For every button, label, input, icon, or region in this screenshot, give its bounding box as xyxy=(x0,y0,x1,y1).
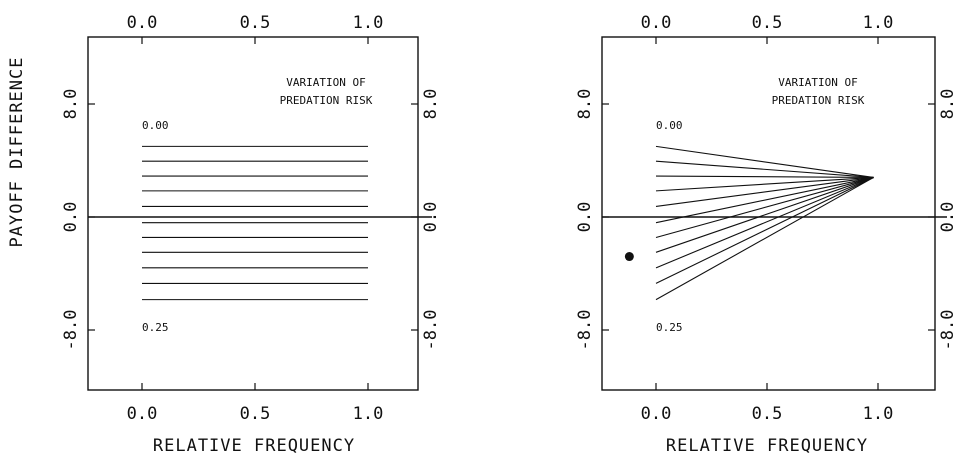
chart0-x-tick-label-bottom: 0.0 xyxy=(127,404,158,424)
chart-right: 0.0 0.0 0.5 0.5 1.0 1.0 8.0 8.0 0.0 0.0 -8.0 -8.0 VA… xyxy=(575,13,958,424)
chart-left: 0.00.00.50.51.01.08.0 8.00.0 0.0-8.0 -8.0VA… xyxy=(61,13,441,424)
chart1-annotation-bottom-label: 0.25 xyxy=(656,321,683,334)
chart0-x-tick-label-top: 1.0 xyxy=(353,13,384,33)
chart0-annotation-legend-title-2: PREDATION RISK xyxy=(280,94,373,107)
chart1-data-point-0 xyxy=(624,252,634,262)
chart1-x-tick-label-top: 0.0 xyxy=(641,13,672,33)
chart1-series-line-1 xyxy=(655,160,874,178)
chart1-plot-frame xyxy=(601,36,936,391)
chart1-series-line-7 xyxy=(655,176,874,253)
chart1-annotation-top-label: 0.00 xyxy=(656,119,683,132)
chart1-x-tick-label-bottom: 0.0 xyxy=(641,404,672,424)
chart0-annotation-top-label: 0.00 xyxy=(142,119,169,132)
chart1-x-tick-label-bottom: 1.0 xyxy=(863,404,894,424)
chart0-plot-frame xyxy=(87,36,419,391)
chart1-annotation-legend-title-2: PREDATION RISK xyxy=(772,94,865,107)
chart1-series-line-9 xyxy=(655,176,874,284)
chart1-series-line-10 xyxy=(655,176,874,301)
chart0-x-tick-label-top: 0.0 xyxy=(127,13,158,33)
chart0-x-tick-label-bottom: 0.5 xyxy=(240,404,271,424)
chart0-y-tick-label-left: -8.0 xyxy=(61,310,81,351)
chart1-series-line-4 xyxy=(655,176,874,207)
right-x-axis-title: RELATIVE FREQUENCY xyxy=(666,436,868,456)
chart1-y-tick-label-right: -8.0 xyxy=(938,310,958,351)
left-x-axis-title: RELATIVE FREQUENCY xyxy=(153,436,355,456)
chart1-y-tick-label-right: 0.0 xyxy=(938,202,958,233)
chart1-series-line-8 xyxy=(655,176,874,269)
chart1-x-tick-label-top: 1.0 xyxy=(863,13,894,33)
chart0-annotation-legend-title-1: VARIATION OF xyxy=(286,76,365,89)
chart0-y-tick-label-left: 8.0 xyxy=(61,89,81,120)
chart1-x-tick-label-top: 0.5 xyxy=(752,13,783,33)
chart0-x-tick-label-bottom: 1.0 xyxy=(353,404,384,424)
chart1-y-tick-label-right: 8.0 xyxy=(938,89,958,120)
chart1-series-line-5 xyxy=(655,176,874,224)
chart1-y-tick-label-left: -8.0 xyxy=(575,310,595,351)
chart1-series-line-6 xyxy=(655,176,874,239)
chart1-y-tick-label-left: 0.0 xyxy=(575,202,595,233)
chart0-y-tick-label-right: 8.0 xyxy=(421,89,441,120)
chart1-series-line-3 xyxy=(655,176,874,192)
chart0-x-tick-label-top: 0.5 xyxy=(240,13,271,33)
chart1-y-tick-label-left: 8.0 xyxy=(575,89,595,120)
chart1-series-line-2 xyxy=(655,175,874,178)
left-y-axis-title: PAYOFF DIFFERENCE xyxy=(7,57,27,248)
chart1-series-line-0 xyxy=(655,145,874,178)
chart1-annotation-legend-title-1: VARIATION OF xyxy=(778,76,857,89)
chart0-y-tick-label-left: 0.0 xyxy=(61,202,81,233)
chart0-y-tick-label-right: -8.0 xyxy=(421,310,441,351)
chart0-annotation-bottom-label: 0.25 xyxy=(142,321,169,334)
chart1-x-tick-label-bottom: 0.5 xyxy=(752,404,783,424)
